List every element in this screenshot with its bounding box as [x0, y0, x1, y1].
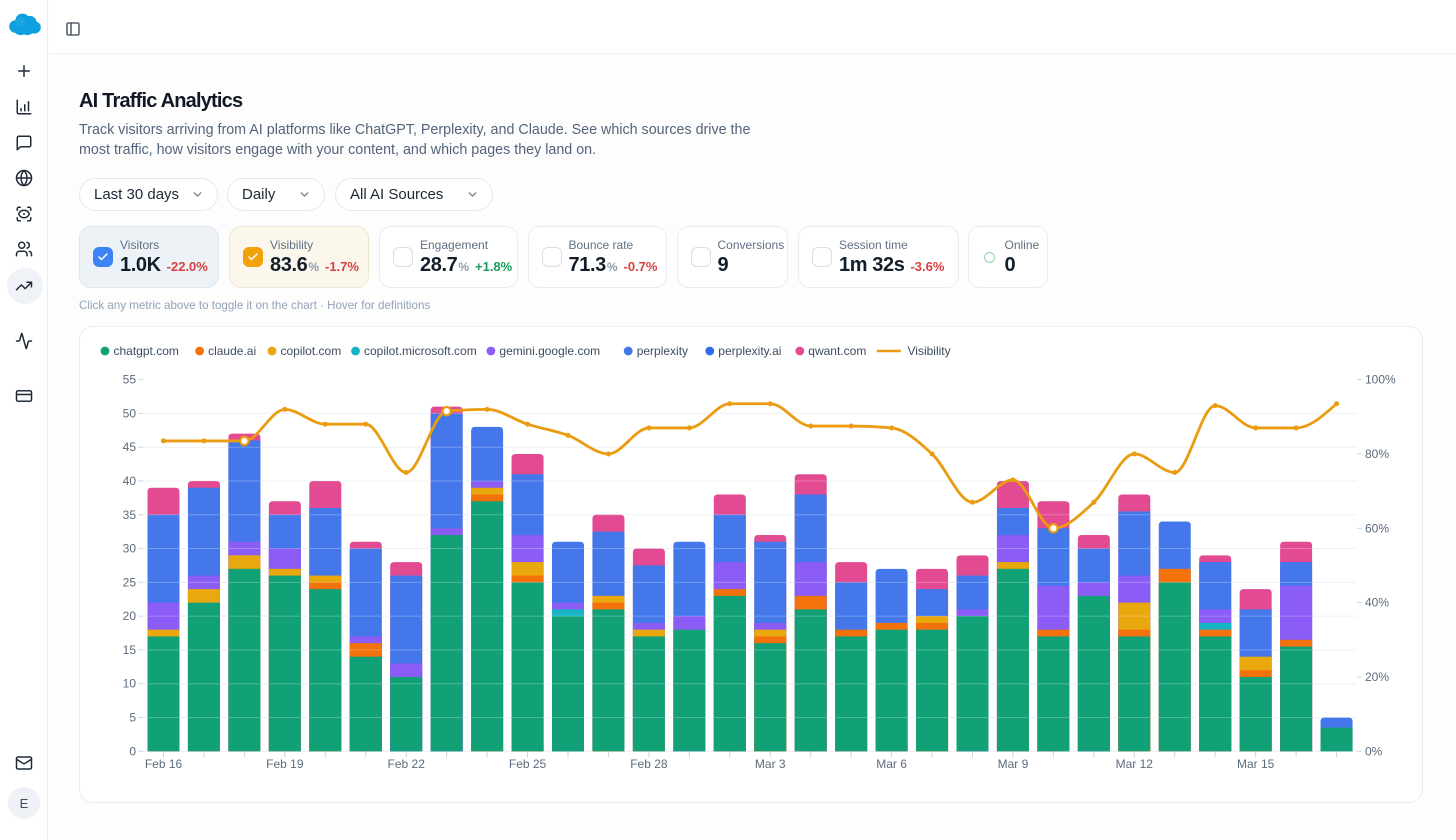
svg-text:35: 35	[123, 507, 137, 521]
svg-text:0: 0	[129, 744, 136, 758]
svg-text:45: 45	[123, 440, 137, 454]
svg-text:Feb 19: Feb 19	[266, 757, 304, 771]
svg-text:15: 15	[123, 642, 137, 656]
svg-text:Feb 25: Feb 25	[509, 757, 547, 771]
svg-text:Feb 28: Feb 28	[630, 757, 668, 771]
svg-text:Feb 16: Feb 16	[145, 757, 183, 771]
svg-text:80%: 80%	[1365, 446, 1389, 460]
svg-text:Mar 3: Mar 3	[755, 757, 786, 771]
svg-text:25: 25	[123, 575, 137, 589]
svg-text:Mar 6: Mar 6	[876, 757, 907, 771]
svg-text:Visibility: Visibility	[908, 344, 951, 358]
svg-text:10: 10	[123, 676, 137, 690]
svg-text:Mar 15: Mar 15	[1237, 757, 1275, 771]
svg-text:20%: 20%	[1365, 669, 1389, 683]
svg-text:chatgpt.com: chatgpt.com	[114, 344, 179, 358]
svg-text:100%: 100%	[1365, 372, 1396, 386]
svg-text:55: 55	[123, 372, 137, 386]
svg-text:40: 40	[123, 473, 137, 487]
svg-text:5: 5	[129, 710, 136, 724]
svg-text:Mar 12: Mar 12	[1116, 757, 1154, 771]
svg-text:qwant.com: qwant.com	[808, 344, 866, 358]
svg-text:0%: 0%	[1365, 744, 1383, 758]
svg-text:copilot.com: copilot.com	[281, 344, 342, 358]
svg-text:Mar 9: Mar 9	[998, 757, 1029, 771]
svg-text:20: 20	[123, 609, 137, 623]
svg-text:perplexity.ai: perplexity.ai	[718, 344, 781, 358]
svg-text:claude.ai: claude.ai	[208, 344, 256, 358]
svg-text:50: 50	[123, 406, 137, 420]
svg-text:gemini.google.com: gemini.google.com	[499, 344, 600, 358]
svg-text:40%: 40%	[1365, 595, 1389, 609]
svg-text:60%: 60%	[1365, 521, 1389, 535]
svg-text:Feb 22: Feb 22	[388, 757, 426, 771]
svg-text:perplexity: perplexity	[637, 344, 688, 358]
svg-text:copilot.microsoft.com: copilot.microsoft.com	[364, 344, 477, 358]
svg-text:30: 30	[123, 541, 137, 555]
